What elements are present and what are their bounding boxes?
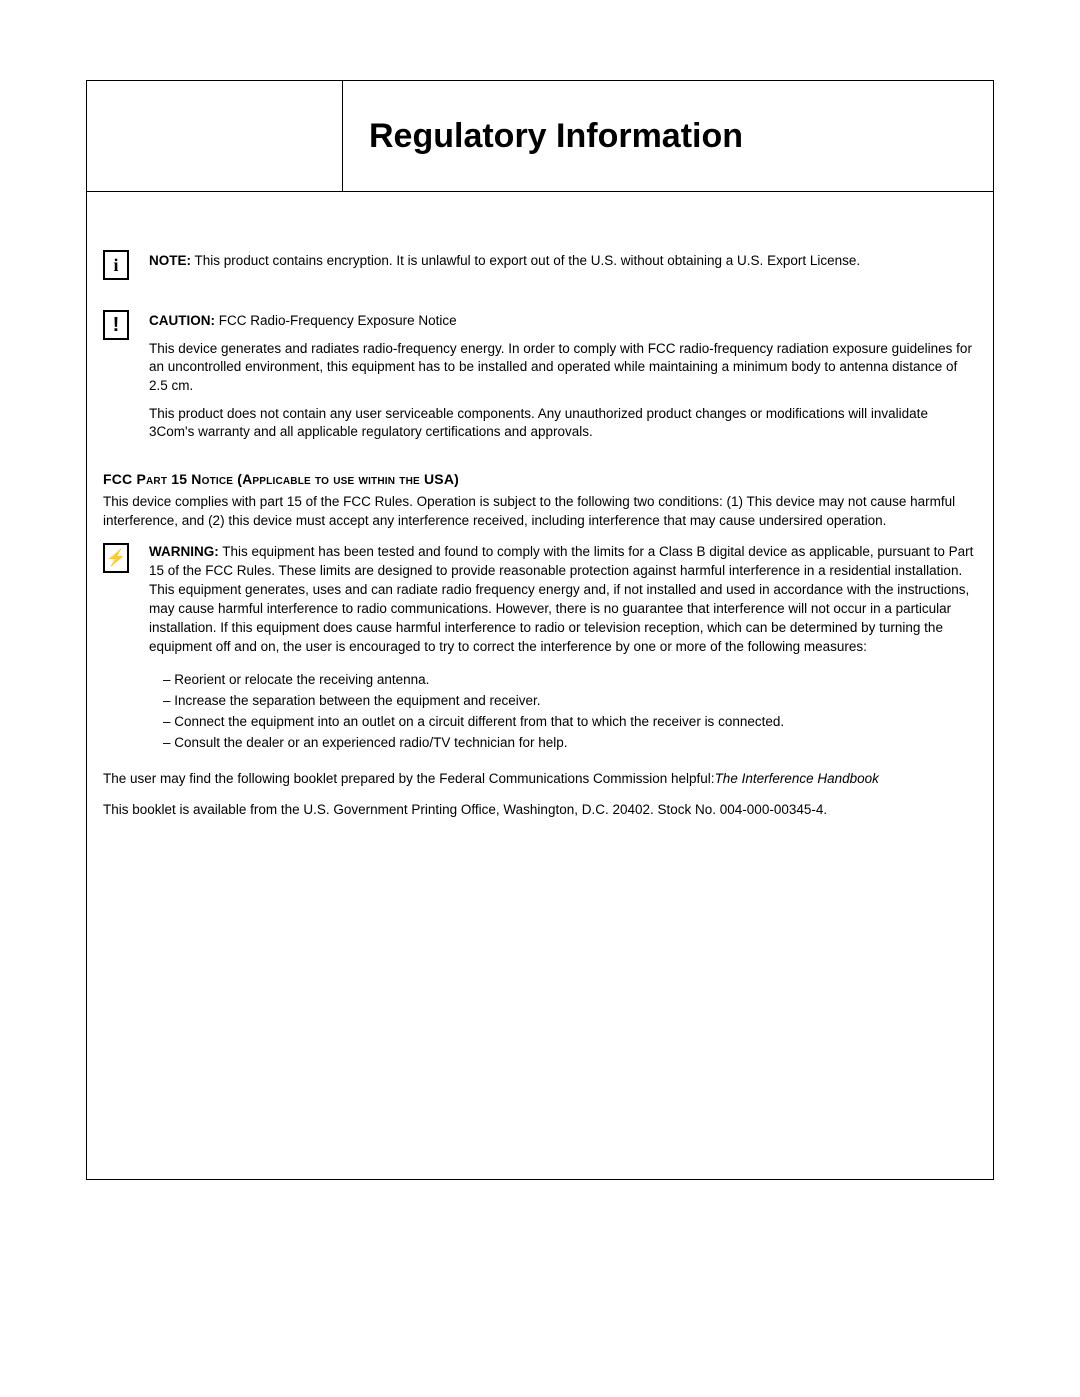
bullet-list: Reorient or relocate the receiving anten… [163,670,977,754]
bullet-2: Increase the separation between the equi… [163,691,977,712]
info-icon [103,250,129,280]
header-row: Regulatory Information [87,81,993,192]
caution-title: FCC Radio-Frequency Exposure Notice [215,313,457,328]
page-frame: Regulatory Information NOTE: This produc… [86,80,994,1180]
caution-title-line: CAUTION: FCC Radio-Frequency Exposure No… [149,312,977,330]
bullet-4: Consult the dealer or an experienced rad… [163,733,977,754]
note-text: NOTE: This product contains encryption. … [149,252,977,270]
warning-label: WARNING: [149,544,219,559]
header-right-cell: Regulatory Information [343,81,993,191]
caution-p1: This device generates and radiates radio… [149,340,977,395]
caution-label: CAUTION: [149,313,215,328]
warning-body: This equipment has been tested and found… [149,544,973,653]
bullet-3: Connect the equipment into an outlet on … [163,712,977,733]
page-title: Regulatory Information [369,117,743,156]
footer-p1: The user may find the following booklet … [103,770,977,789]
note-label: NOTE: [149,253,191,268]
caution-text: CAUTION: FCC Radio-Frequency Exposure No… [149,312,977,441]
caution-block: CAUTION: FCC Radio-Frequency Exposure No… [103,310,977,441]
bullet-1: Reorient or relocate the receiving anten… [163,670,977,691]
footer-p1b: The Interference Handbook [715,771,879,786]
body-area: NOTE: This product contains encryption. … [87,192,993,852]
warning-block: WARNING: This equipment has been tested … [103,543,977,656]
exclamation-icon [103,310,129,340]
caution-p2: This product does not contain any user s… [149,405,977,441]
fcc-intro: This device complies with part 15 of the… [103,493,977,531]
fcc-heading-text: FCC Part 15 Notice (Applicable to use wi… [103,471,459,487]
footer-p2: This booklet is available from the U.S. … [103,801,977,820]
bolt-icon [103,543,129,573]
warning-icon-col [103,543,149,573]
note-body: This product contains encryption. It is … [191,253,860,268]
fcc-heading: FCC Part 15 Notice (Applicable to use wi… [103,471,977,487]
note-block: NOTE: This product contains encryption. … [103,250,977,280]
warning-text: WARNING: This equipment has been tested … [149,543,977,656]
footer-p1a: The user may find the following booklet … [103,771,715,786]
header-left-cell [87,81,343,191]
